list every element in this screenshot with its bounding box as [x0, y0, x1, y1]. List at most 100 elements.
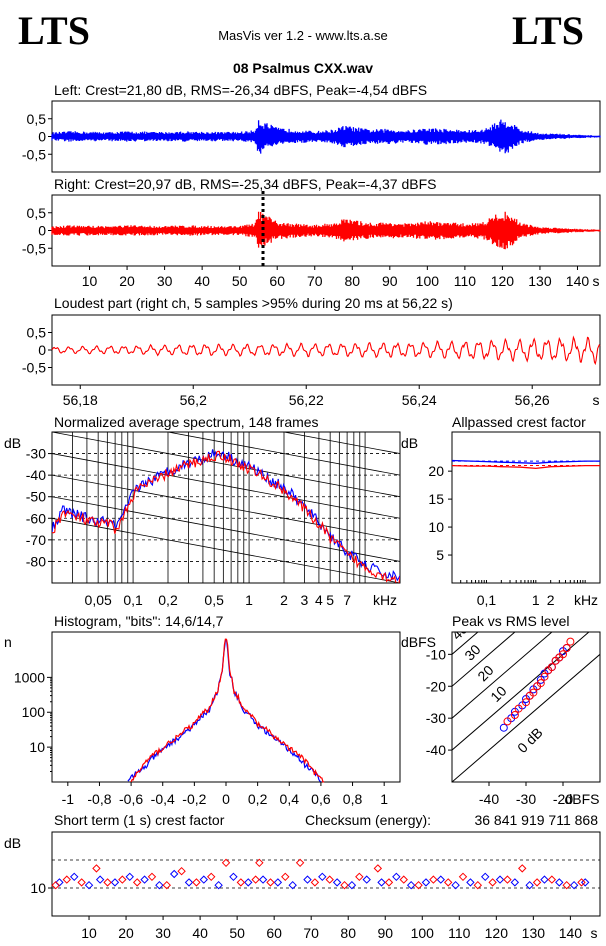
left-crest-point	[214, 880, 223, 890]
x-tick-label: 140	[559, 925, 583, 941]
left-crest-point	[229, 872, 238, 882]
left-crest-point	[580, 878, 590, 887]
x-unit-label: kHz	[373, 592, 397, 608]
right-waveform-panel: 0,5 0-0,5 10 20 30 40 50 60 70 80 90 100 110 120 130 14…	[22, 191, 601, 289]
y-tick-label: 1000	[14, 669, 45, 685]
x-tick-label: 30	[157, 273, 173, 289]
left-crest-point	[303, 875, 312, 884]
right-crest-point	[547, 875, 557, 884]
right-crest-point	[355, 872, 364, 882]
x-tick-label: 2	[280, 592, 288, 608]
x-tick-label: -0,6	[119, 791, 143, 807]
right-crest-point	[373, 864, 383, 873]
x-tick-label: 90	[377, 925, 393, 941]
right-crest-point	[532, 878, 542, 887]
x-tick-label: 0,2	[248, 791, 268, 807]
x-tick-label: 20	[119, 273, 135, 289]
crest-diagonal	[452, 653, 600, 782]
histogram-title: Histogram, "bits": 14,6/14,7	[54, 613, 224, 629]
right-crest-point	[177, 866, 186, 876]
right-pvr-point	[503, 717, 512, 726]
short-term-crest-panel: 10 10 20 30 40 50 60 70 80 90 100 110 120 130 140 s	[30, 831, 601, 941]
left-crest-point	[451, 880, 460, 890]
right-crest-point	[147, 872, 157, 882]
y-tick-label: -30	[426, 710, 446, 726]
x-tick-label: 50	[229, 925, 245, 941]
y-tick-label: -20	[426, 678, 446, 694]
x-tick-label: 0,1	[477, 592, 497, 608]
y-tick-label: 0	[38, 223, 46, 239]
right-crest-line	[451, 464, 600, 470]
y-tick-label: 100	[22, 704, 46, 720]
peak-rms-y-unit: dBFS	[401, 634, 436, 650]
right-crest-point	[221, 858, 231, 868]
right-crest-point	[103, 878, 112, 887]
spectrum-panel: -30 -40 -50 -60 -70 -80 0,05 0,1 0,2 0,5 1 2 3 4 5 7 kHz	[26, 431, 401, 608]
left-crest-point	[70, 872, 79, 882]
right-crest-point	[310, 878, 320, 887]
left-crest-point	[273, 878, 283, 887]
allpassed-y-unit: dB	[401, 435, 418, 451]
right-pvr-point	[529, 688, 538, 697]
plot-frame	[51, 631, 401, 783]
right-crest-point	[77, 878, 86, 887]
x-unit-label: dBFS	[564, 791, 599, 807]
diagonal-label: 0 dB	[514, 724, 546, 756]
x-tick-label: 2	[547, 592, 555, 608]
left-crest-point	[495, 875, 505, 884]
x-unit-label: s	[593, 392, 600, 408]
left-crest-point	[421, 878, 431, 887]
x-tick-label: 50	[232, 273, 248, 289]
right-crest-point	[281, 872, 290, 882]
peak-rms-title: Peak vs RMS level	[452, 613, 569, 629]
slope-reference-line	[52, 496, 400, 562]
right-pvr-point	[510, 711, 519, 719]
x-tick-label: 130	[522, 925, 546, 941]
right-crest-point	[62, 875, 72, 884]
left-waveform-title: Left: Crest=21,80 dB, RMS=-26,34 dBFS, P…	[54, 82, 427, 98]
spectrum-y-unit: dB	[4, 435, 21, 451]
checksum-value: 36 841 919 711 868	[474, 812, 598, 828]
x-tick-label: 90	[382, 273, 398, 289]
x-tick-label: -20	[553, 791, 573, 807]
left-crest-point	[95, 875, 105, 884]
left-crest-point	[555, 878, 564, 887]
x-tick-label: 30	[155, 925, 171, 941]
allpassed-title: Allpassed crest factor	[452, 414, 586, 430]
right-crest-point	[488, 878, 497, 887]
x-tick-label: 130	[528, 273, 552, 289]
y-tick-label: 15	[428, 491, 444, 507]
right-crest-point	[118, 875, 127, 884]
right-crest-point	[207, 872, 216, 882]
left-histogram-line	[127, 638, 322, 783]
y-tick-label: 5	[436, 547, 444, 563]
right-pvr-point	[566, 637, 575, 646]
left-crest-point	[436, 875, 445, 884]
left-crest-point	[140, 875, 149, 884]
loudest-trace	[51, 335, 601, 366]
right-pvr-point	[522, 698, 530, 707]
y-tick-label: 20	[428, 463, 444, 479]
x-tick-label: -0,4	[151, 791, 175, 807]
x-tick-label: -0,2	[182, 791, 206, 807]
left-waveform-panel: 0,5 0-0,5	[22, 100, 601, 173]
right-crest-point	[236, 878, 246, 887]
left-crest-point	[110, 878, 120, 887]
short-term-y-unit: dB	[4, 835, 21, 851]
x-unit-label: s	[591, 925, 598, 941]
x-tick-label: 100	[416, 273, 440, 289]
y-tick-label: -70	[26, 532, 46, 548]
x-tick-label: 20	[118, 925, 134, 941]
left-crest-point	[318, 872, 327, 882]
diagonal-label: 40	[448, 620, 470, 642]
left-spectrum-line	[52, 449, 400, 582]
loudest-part-title: Loudest part (right ch, 5 samples >95% d…	[54, 295, 453, 311]
x-tick-label: 40	[194, 273, 210, 289]
file-name: 08 Psalmus CXX.wav	[233, 60, 373, 76]
right-crest-point	[325, 875, 334, 884]
y-tick-label: -80	[26, 553, 46, 569]
x-tick-label: 0,05	[85, 592, 112, 608]
histogram-y-unit: n	[4, 634, 12, 650]
